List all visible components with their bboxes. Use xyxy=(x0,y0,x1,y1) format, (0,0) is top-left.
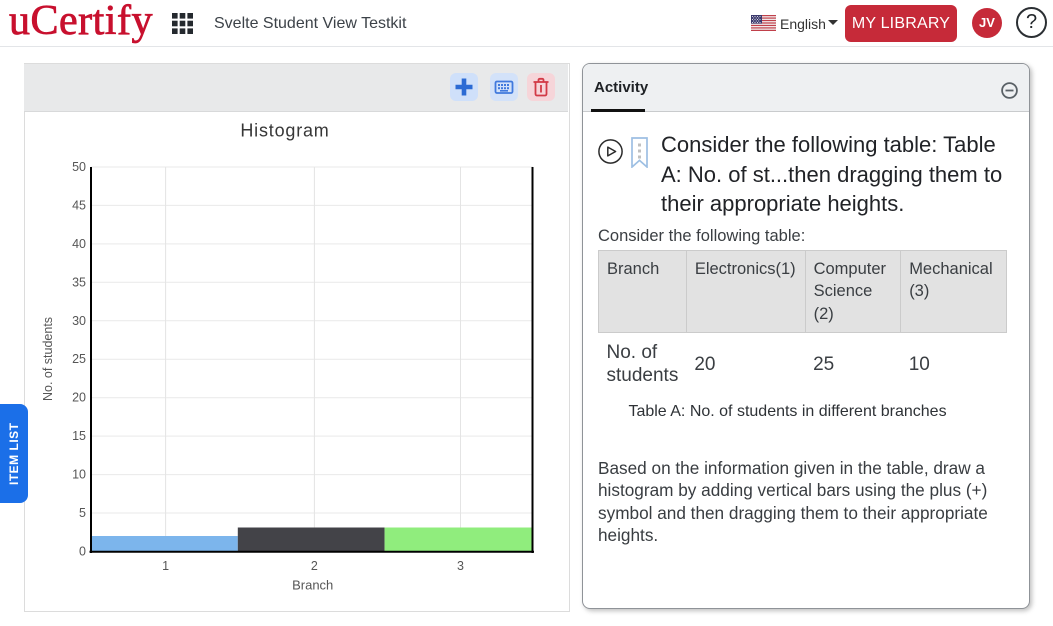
svg-text:Histogram: Histogram xyxy=(240,121,329,141)
svg-text:Branch: Branch xyxy=(292,578,333,593)
svg-text:15: 15 xyxy=(72,429,86,443)
svg-text:50: 50 xyxy=(72,160,86,174)
svg-text:2: 2 xyxy=(311,559,318,573)
svg-text:10: 10 xyxy=(72,468,86,482)
svg-text:0: 0 xyxy=(79,544,86,558)
svg-text:35: 35 xyxy=(72,275,86,289)
svg-text:45: 45 xyxy=(72,198,86,212)
svg-text:40: 40 xyxy=(72,237,86,251)
svg-text:25: 25 xyxy=(72,352,86,366)
svg-text:No. of students: No. of students xyxy=(41,317,55,401)
svg-text:30: 30 xyxy=(72,314,86,328)
svg-text:5: 5 xyxy=(79,506,86,520)
svg-text:20: 20 xyxy=(72,391,86,405)
svg-text:3: 3 xyxy=(457,559,464,573)
svg-text:1: 1 xyxy=(162,559,169,573)
